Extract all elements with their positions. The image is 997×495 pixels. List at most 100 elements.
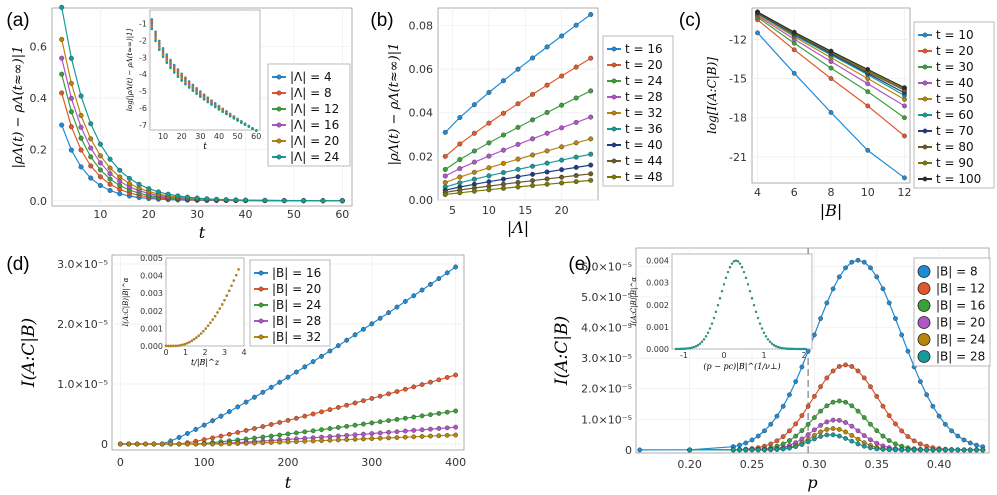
- series-e-point: [955, 433, 961, 439]
- inset-d-point: [204, 327, 207, 330]
- inset-e-point: [774, 345, 778, 348]
- series-d-point: [402, 415, 408, 421]
- series-b-point: [544, 82, 550, 88]
- series-e-point: [917, 447, 923, 453]
- inset-a-point: [150, 23, 154, 27]
- series-e-point: [861, 375, 867, 381]
- series-d-point: [402, 434, 408, 440]
- series-e-point: [861, 415, 867, 420]
- inset-d-point: [176, 344, 179, 347]
- legend-entry: |B| = 8: [936, 265, 978, 279]
- legend-entry: |Λ| = 8: [290, 86, 332, 100]
- series-e-point: [818, 434, 824, 439]
- series-e-point: [730, 447, 736, 453]
- series-b-point: [515, 184, 521, 190]
- series-e-point: [843, 420, 848, 425]
- legend-marker: [922, 112, 928, 118]
- series-a-point: [97, 160, 103, 166]
- inset-e-point: [794, 347, 798, 351]
- x-tick-label: 0: [117, 456, 124, 469]
- series-a-point: [59, 4, 65, 10]
- series-e-point: [843, 429, 848, 435]
- series-d-point: [436, 433, 442, 439]
- inset-a-point: [158, 48, 161, 52]
- inset-e-point: [782, 347, 786, 350]
- series-e-point: [874, 446, 880, 452]
- series-a-point: [223, 197, 229, 203]
- series-b-point: [573, 164, 579, 170]
- inset-x-tick: 1: [183, 348, 188, 357]
- x-tick-label: 0.40: [927, 458, 952, 471]
- series-c-point: [791, 29, 797, 35]
- inset-d-point: [227, 289, 231, 293]
- series-a-point: [78, 135, 84, 141]
- series-e-point: [880, 433, 886, 439]
- series-d-point: [218, 433, 224, 439]
- series-e-point: [886, 300, 892, 306]
- series-d-point: [411, 414, 417, 420]
- series-d-point: [310, 359, 316, 365]
- series-e-point: [868, 265, 873, 271]
- series-b-point: [559, 180, 565, 186]
- series-d-point: [453, 424, 459, 430]
- y-tick-label: 0.06: [409, 63, 434, 76]
- inset-d-point: [206, 324, 210, 328]
- series-d-point: [344, 402, 350, 408]
- legend-marker: [276, 122, 282, 128]
- series-e-point: [799, 364, 805, 370]
- inset-y-tick: -1: [139, 20, 147, 29]
- series-d-point: [411, 384, 417, 390]
- series-d-point: [386, 310, 391, 316]
- series-a-point: [59, 122, 65, 128]
- inset-e-point: [682, 347, 686, 350]
- inset-x-tick: 1: [761, 351, 766, 360]
- inset-d-point: [216, 311, 219, 314]
- series-e-point: [749, 447, 755, 453]
- legend-entry: t = 40: [936, 76, 974, 90]
- inset-e-point: [786, 347, 790, 350]
- series-e-point: [874, 393, 880, 399]
- inset-y-tick: -5: [139, 87, 147, 96]
- series-e-point: [849, 433, 855, 438]
- inset-e-point: [686, 347, 690, 350]
- series-e-point: [830, 417, 836, 423]
- series-b-point: [530, 183, 536, 189]
- legend-marker: [917, 282, 931, 295]
- inset-e-point: [704, 335, 708, 338]
- series-c-point: [828, 110, 834, 115]
- series-d-point: [344, 432, 350, 438]
- series-d-point: [453, 408, 459, 414]
- series-e-point: [824, 375, 830, 381]
- series-a-point: [78, 124, 84, 130]
- inset-e-point: [802, 347, 806, 351]
- y-tick-label: 1.0×10⁻⁵: [57, 378, 108, 391]
- series-d-point: [411, 428, 417, 433]
- series-e-point: [899, 447, 905, 453]
- series-e-point: [855, 408, 861, 414]
- series-d-point: [210, 441, 215, 447]
- series-d-point: [361, 326, 366, 332]
- series-e-point: [805, 439, 811, 445]
- series-d-point: [344, 437, 350, 443]
- legend-marker: [611, 94, 617, 100]
- series-e-point: [637, 447, 643, 453]
- series-b-point: [559, 102, 565, 108]
- x-tick-label: 10: [482, 204, 496, 217]
- series-e-point: [824, 419, 830, 425]
- series-e-point: [980, 447, 986, 453]
- y-tick-label: 0: [625, 444, 632, 457]
- series-d-point: [293, 430, 299, 436]
- series-e-point: [899, 332, 905, 338]
- inset-e-point: [760, 327, 764, 330]
- series-b-point: [457, 180, 463, 186]
- legend-marker: [922, 96, 928, 102]
- legend-entry: t = 24: [625, 74, 663, 88]
- series-e-point: [836, 417, 842, 423]
- x-tick-label: 5: [449, 204, 456, 217]
- series-d-point: [252, 440, 257, 446]
- inset-e-point: [734, 259, 738, 262]
- series-d-point: [352, 332, 358, 338]
- inset-e-point: [684, 347, 688, 350]
- series-d-point: [285, 431, 291, 437]
- legend-entry: |Λ| = 4: [290, 70, 332, 84]
